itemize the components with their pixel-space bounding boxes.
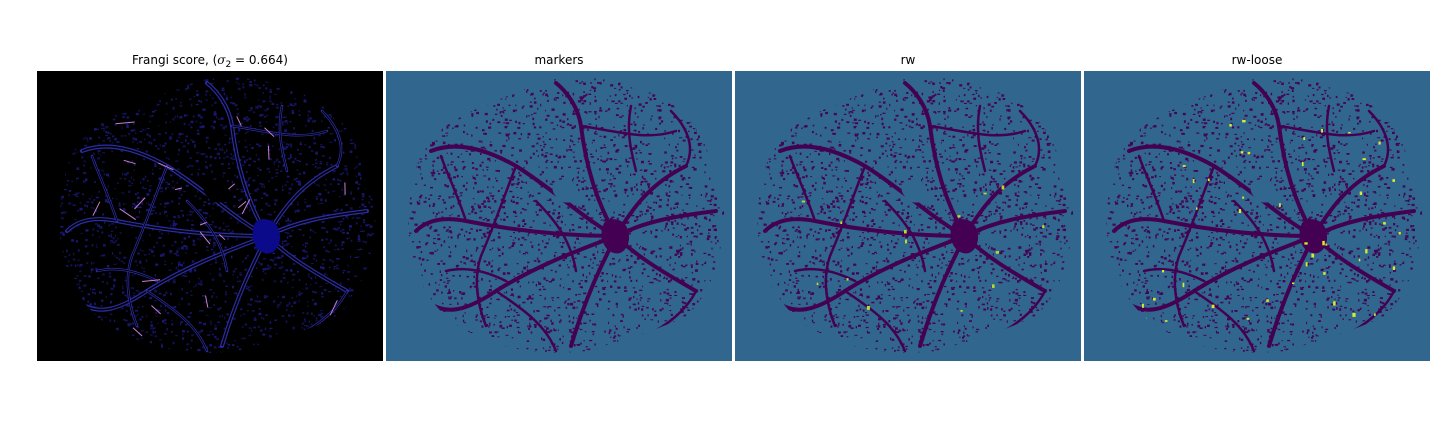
vessel: [976, 104, 987, 173]
background-gap: [552, 179, 579, 203]
vessel: [475, 164, 518, 328]
optic-disc: [252, 219, 281, 254]
vessel: [1252, 81, 1316, 238]
title-sigma: σ: [217, 53, 226, 67]
vessel: [1232, 199, 1276, 273]
vessel: [903, 81, 967, 238]
highlight-pixels: [801, 185, 1045, 312]
highlight-pixels: [92, 116, 346, 337]
markers-image: [386, 71, 732, 361]
vessel-core: [127, 165, 168, 327]
title-prefix: Frangi score, (: [132, 53, 218, 67]
vessel: [843, 289, 907, 353]
panel-title-rw-loose: rw-loose: [1231, 53, 1283, 67]
vessel-core: [96, 268, 158, 282]
panel-title-rw: rw: [900, 53, 916, 67]
vessel: [669, 109, 692, 168]
vessel: [824, 164, 867, 328]
background-gap: [901, 179, 928, 203]
vessel: [763, 217, 967, 238]
title-suffix: = 0.664): [231, 53, 288, 67]
vessel-core: [146, 290, 208, 352]
frangi-score-image: [37, 71, 383, 361]
vessel: [494, 289, 558, 353]
vessel: [1367, 109, 1390, 168]
vessel-core: [66, 218, 268, 237]
background-gap: [1250, 179, 1277, 203]
background-gap: [203, 179, 230, 203]
vessel-core: [186, 200, 228, 272]
vessel: [627, 104, 638, 173]
vessel-core: [279, 105, 288, 172]
panel-title-markers: markers: [534, 53, 584, 67]
vessel: [1325, 104, 1336, 173]
vessel-core: [91, 155, 118, 222]
vessel: [554, 81, 618, 238]
optic-disc: [601, 219, 630, 254]
rw-image: [735, 71, 1081, 361]
title-subscript: 2: [225, 60, 232, 70]
tissue-region: [408, 77, 725, 353]
vessel: [1173, 164, 1216, 328]
vessel: [1192, 289, 1256, 353]
vessel: [883, 199, 927, 273]
vessel-core: [321, 110, 342, 167]
tissue-region: [1106, 77, 1423, 353]
vessel-core: [206, 82, 268, 237]
vessel: [1112, 217, 1316, 238]
vessel: [788, 154, 817, 223]
panel-title-frangi: Frangi score, (σ2 = 0.664): [37, 53, 383, 70]
optic-disc: [1299, 219, 1328, 254]
vessel: [414, 217, 618, 238]
vessel: [793, 267, 857, 283]
vessel: [534, 199, 578, 273]
vessel: [444, 267, 508, 283]
vessel: [1142, 267, 1206, 283]
rw-loose-image: [1084, 71, 1430, 361]
optic-disc: [950, 219, 979, 254]
vessel: [1137, 154, 1166, 223]
vessel: [439, 154, 468, 223]
vessel: [1018, 109, 1041, 168]
